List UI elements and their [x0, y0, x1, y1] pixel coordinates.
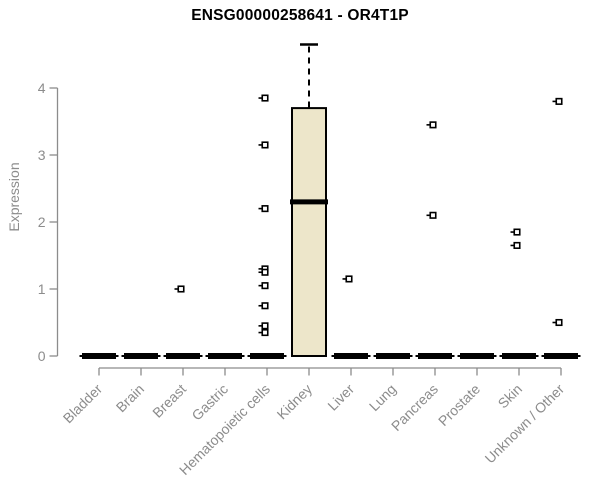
x-tick-label: Pancreas — [388, 381, 441, 434]
outlier-point — [261, 282, 269, 290]
y-tick-label: 3 — [38, 147, 46, 163]
collapsed-box — [502, 353, 536, 359]
outlier-point — [513, 228, 521, 236]
outlier-point — [261, 268, 269, 276]
outlier-point — [261, 328, 269, 337]
x-tick-label: Unknown / Other — [482, 381, 568, 467]
outlier-point — [261, 322, 269, 330]
x-tick-label: Breast — [149, 381, 189, 421]
collapsed-box — [208, 353, 242, 359]
y-tick-label: 1 — [38, 281, 46, 297]
y-tick-label: 4 — [38, 80, 46, 96]
collapsed-box — [418, 353, 452, 359]
outlier-point — [261, 141, 269, 149]
collapsed-box — [124, 353, 158, 359]
outlier-point — [555, 97, 563, 105]
box — [291, 107, 327, 357]
x-tick-label: Skin — [495, 381, 526, 412]
x-tick-label: Kidney — [274, 381, 316, 423]
collapsed-box — [334, 353, 368, 359]
y-axis-label: Expression — [6, 162, 22, 232]
y-tick-label: 2 — [38, 214, 46, 230]
x-tick-label: Prostate — [435, 381, 483, 429]
x-tick-label: Liver — [324, 381, 357, 414]
outlier-point — [345, 275, 353, 283]
collapsed-box — [166, 353, 200, 359]
outlier-point — [261, 205, 269, 213]
collapsed-box — [460, 353, 494, 359]
collapsed-box — [250, 353, 284, 359]
outlier-point — [429, 211, 437, 219]
collapsed-box — [82, 353, 116, 359]
collapsed-box — [544, 353, 578, 359]
x-tick-label: Bladder — [60, 381, 106, 427]
outlier-point — [429, 121, 437, 129]
collapsed-box — [376, 353, 410, 359]
outlier-point — [261, 94, 269, 102]
x-tick-label: Brain — [113, 381, 147, 415]
chart-title: ENSG00000258641 - OR4T1P — [191, 7, 409, 24]
x-tick-label: Lung — [366, 381, 399, 414]
outlier-point — [177, 285, 185, 293]
outlier-point — [555, 318, 563, 327]
y-tick-label: 0 — [38, 348, 46, 364]
outlier-point — [513, 241, 521, 249]
outlier-point — [261, 302, 269, 310]
